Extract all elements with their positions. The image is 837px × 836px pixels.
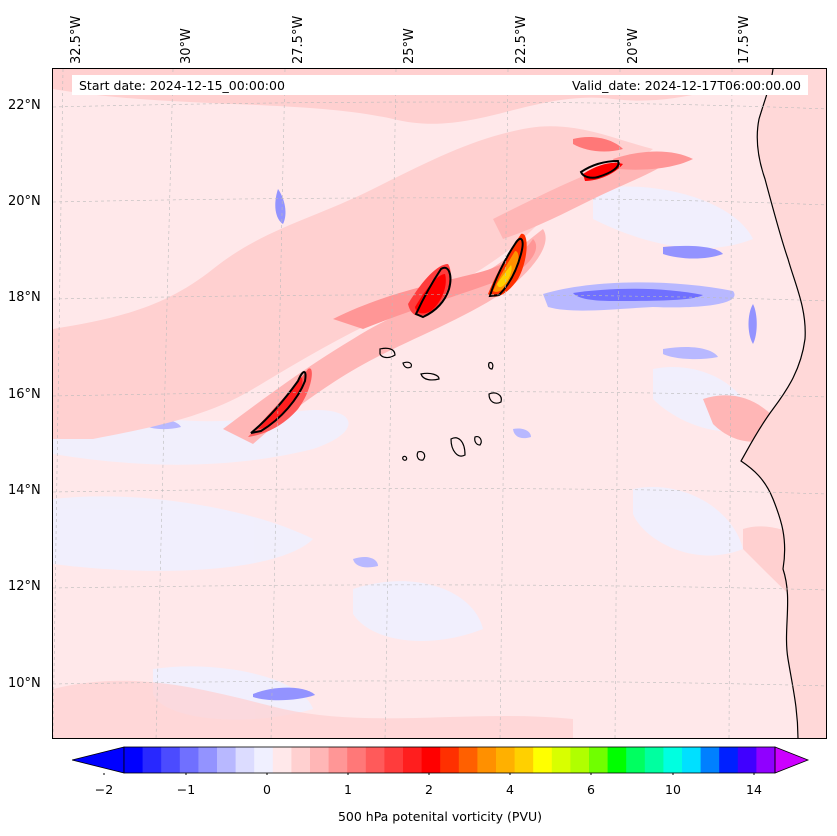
colorbar-label: 500 hPa potenital vorticity (PVU) bbox=[337, 809, 543, 824]
colorbar-swatch bbox=[440, 747, 460, 773]
colorbar-tick-label: 6 bbox=[587, 782, 595, 797]
colorbar-swatch bbox=[291, 747, 311, 773]
lat-label: 22°N bbox=[8, 98, 41, 113]
colorbar-outline bbox=[123, 746, 776, 774]
lon-label: 22.5°W bbox=[514, 15, 529, 64]
colorbar-swatch bbox=[756, 747, 776, 773]
lat-label: 10°N bbox=[8, 676, 41, 691]
lat-label: 14°N bbox=[8, 483, 41, 498]
african-coastline bbox=[741, 69, 826, 738]
colorbar-extend-low bbox=[72, 746, 125, 774]
colorbar-swatch bbox=[421, 747, 441, 773]
colorbar-tick-label: 1 bbox=[344, 782, 352, 797]
lon-label: 20°W bbox=[626, 28, 641, 64]
colorbar-tick-label: 10 bbox=[665, 782, 681, 797]
cape-verde-islands bbox=[379, 347, 502, 461]
colorbar-swatch bbox=[458, 747, 478, 773]
colorbar-swatch bbox=[737, 747, 757, 773]
colorbar-swatch bbox=[626, 747, 646, 773]
colorbar-swatch bbox=[551, 747, 571, 773]
colorbar-tick-label: 0 bbox=[263, 782, 271, 797]
pv-field-map bbox=[53, 69, 826, 738]
colorbar-swatch bbox=[700, 747, 720, 773]
colorbar-swatch bbox=[161, 747, 181, 773]
colorbar-tick-label: 4 bbox=[506, 782, 514, 797]
colorbar-swatch bbox=[254, 747, 274, 773]
colorbar-swatch bbox=[663, 747, 683, 773]
lat-label: 16°N bbox=[8, 387, 41, 402]
graticule bbox=[53, 69, 826, 738]
colorbar-swatch bbox=[198, 747, 218, 773]
colorbar-tick-label: 2 bbox=[425, 782, 433, 797]
colorbar-swatch bbox=[644, 747, 664, 773]
colorbar-swatch bbox=[496, 747, 516, 773]
colorbar-tick-label: 14 bbox=[746, 782, 762, 797]
colorbar-swatch bbox=[328, 747, 348, 773]
colorbar-swatch bbox=[310, 747, 330, 773]
lat-label: 20°N bbox=[8, 194, 41, 209]
lon-label: 25°W bbox=[402, 28, 417, 64]
colorbar-swatch bbox=[217, 747, 237, 773]
colorbar-swatch bbox=[124, 747, 144, 773]
colorbar-swatch bbox=[365, 747, 385, 773]
colorbar-swatch bbox=[142, 747, 162, 773]
colorbar-swatch bbox=[403, 747, 423, 773]
colorbar-swatch bbox=[235, 747, 255, 773]
coastline-line bbox=[740, 69, 806, 738]
lon-label: 17.5°W bbox=[737, 15, 752, 64]
colorbar-swatch bbox=[477, 747, 497, 773]
colorbar-swatch bbox=[589, 747, 609, 773]
colorbar-swatch bbox=[719, 747, 739, 773]
colorbar-swatch bbox=[533, 747, 553, 773]
lon-label: 27.5°W bbox=[291, 15, 306, 64]
colorbar-swatch bbox=[607, 747, 627, 773]
lat-label: 12°N bbox=[8, 579, 41, 594]
colorbar-swatch bbox=[682, 747, 702, 773]
lon-label: 30°W bbox=[179, 28, 194, 64]
start-date: Start date: 2024-12-15_00:00:00 bbox=[79, 77, 285, 93]
colorbar-swatch bbox=[570, 747, 590, 773]
colorbar bbox=[72, 746, 810, 775]
colorbar-tick-label: −2 bbox=[94, 782, 114, 797]
colorbar-swatch bbox=[179, 747, 199, 773]
colorbar-extend-high bbox=[774, 746, 810, 774]
lon-label: 32.5°W bbox=[69, 15, 84, 64]
lat-label: 18°N bbox=[8, 290, 41, 305]
valid-date: Valid_date: 2024-12-17T06:00:00.00 bbox=[571, 77, 801, 93]
blue-features bbox=[143, 189, 757, 701]
date-info-bar: Start date: 2024-12-15_00:00:00 Valid_da… bbox=[72, 75, 808, 95]
colorbar-tick-label: −1 bbox=[176, 782, 196, 797]
colorbar-swatch bbox=[347, 747, 367, 773]
map-panel bbox=[52, 68, 827, 739]
colorbar-swatch bbox=[514, 747, 534, 773]
colorbar-swatch bbox=[272, 747, 292, 773]
colorbar-swatch bbox=[384, 747, 404, 773]
pv-2-contours bbox=[250, 159, 620, 434]
